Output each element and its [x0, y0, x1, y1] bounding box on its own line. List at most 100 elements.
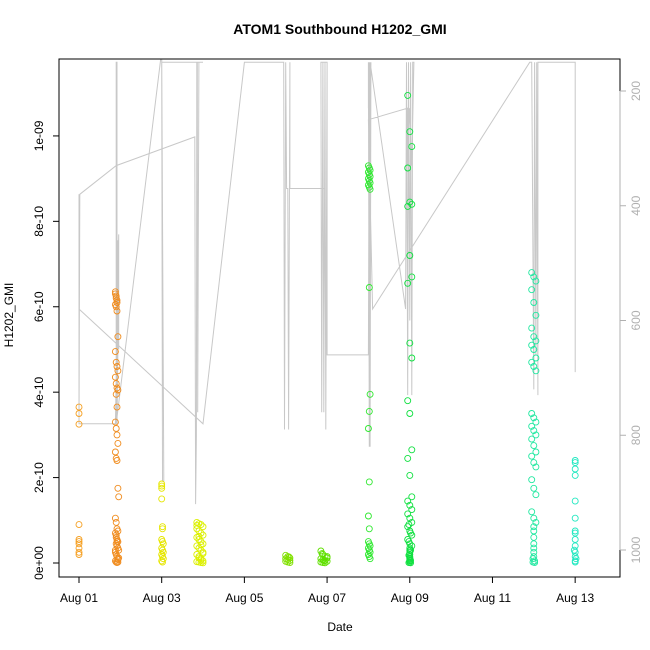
- data-point: [530, 527, 538, 535]
- data-point: [321, 559, 329, 567]
- data-point: [158, 484, 166, 492]
- data-point: [571, 542, 579, 550]
- data-point: [286, 556, 294, 564]
- data-point: [114, 439, 122, 447]
- data-point: [199, 550, 207, 558]
- data-point: [532, 418, 540, 426]
- data-point: [75, 410, 83, 417]
- data-point: [406, 339, 414, 347]
- data-point: [407, 556, 415, 564]
- data-point: [406, 514, 414, 522]
- data-point: [197, 541, 205, 549]
- data-point: [113, 431, 121, 439]
- data-point: [159, 523, 166, 531]
- data-point: [365, 478, 373, 486]
- data-point: [113, 307, 121, 315]
- data-point: [530, 346, 538, 353]
- data-point: [199, 523, 207, 531]
- series-group: [111, 288, 123, 567]
- data-point: [571, 465, 579, 473]
- data-point: [528, 435, 536, 443]
- data-point: [530, 514, 538, 522]
- series-group: [404, 91, 416, 567]
- data-point: [159, 555, 167, 563]
- data-point: [366, 390, 374, 398]
- y-tick-label: 4e-10: [32, 377, 46, 408]
- data-point: [75, 420, 83, 428]
- data-point: [197, 546, 205, 554]
- data-point: [114, 484, 122, 492]
- depth-line-layer: [78, 59, 576, 505]
- data-point: [532, 518, 540, 526]
- data-point: [366, 555, 374, 563]
- data-point: [366, 185, 374, 193]
- data-point: [405, 521, 413, 529]
- data-point: [111, 373, 119, 381]
- data-point: [75, 538, 83, 546]
- data-point: [114, 367, 122, 375]
- axes-layer: Aug 01 Aug 03 Aug 05 Aug 07 Aug 09 Aug 11 Aug …: [32, 58, 643, 605]
- data-point: [404, 202, 412, 210]
- data-point: [320, 557, 328, 565]
- y-axis-label: H1202_GMI: [2, 283, 16, 348]
- data-point: [528, 324, 536, 332]
- data-point: [528, 341, 536, 349]
- data-point: [197, 521, 205, 529]
- data-point: [406, 471, 414, 479]
- data-point: [530, 523, 538, 531]
- data-point: [404, 497, 412, 505]
- data-point: [285, 553, 293, 561]
- x-tick-label: Aug 13: [556, 591, 594, 605]
- data-point: [407, 529, 415, 537]
- data-point: [571, 457, 579, 464]
- data-point: [408, 200, 416, 208]
- data-point: [406, 252, 414, 259]
- x-tick-label: Aug 01: [60, 591, 98, 605]
- data-point: [193, 542, 201, 550]
- data-point: [408, 446, 416, 454]
- data-point: [532, 337, 540, 345]
- data-point: [530, 414, 538, 422]
- x-tick-label: Aug 03: [143, 591, 181, 605]
- series-group: [570, 457, 580, 566]
- y2-tick-label: 1000: [629, 536, 643, 563]
- data-point: [571, 536, 579, 543]
- series-group: [158, 480, 167, 566]
- data-point: [318, 550, 326, 558]
- data-point: [111, 448, 119, 456]
- data-point: [111, 514, 119, 522]
- data-point: [197, 556, 205, 564]
- data-point: [530, 544, 538, 552]
- data-point: [528, 476, 536, 484]
- data-point: [112, 533, 120, 541]
- data-point: [532, 491, 540, 499]
- depth-line: [78, 59, 576, 505]
- x-tick-label: Aug 07: [308, 591, 346, 605]
- data-point: [530, 333, 538, 341]
- data-point: [404, 164, 412, 172]
- data-point: [113, 538, 121, 546]
- data-point: [532, 448, 540, 456]
- data-point: [532, 311, 540, 319]
- y-tick-label: 2e-10: [32, 462, 46, 493]
- data-point: [406, 128, 414, 136]
- data-point: [407, 559, 415, 567]
- x-axis-label: Date: [327, 620, 353, 634]
- data-point: [530, 442, 538, 450]
- data-point: [111, 418, 119, 426]
- data-point: [528, 422, 536, 430]
- data-point: [530, 459, 538, 467]
- data-point: [571, 558, 579, 566]
- data-point: [75, 521, 83, 529]
- series-group: [528, 269, 540, 567]
- data-point: [113, 296, 121, 304]
- data-point: [406, 501, 414, 509]
- data-point: [112, 292, 120, 300]
- data-point: [158, 480, 166, 488]
- data-point: [111, 546, 119, 554]
- data-point: [319, 551, 327, 558]
- data-point: [529, 555, 537, 563]
- data-point: [195, 554, 203, 562]
- data-point: [365, 525, 373, 533]
